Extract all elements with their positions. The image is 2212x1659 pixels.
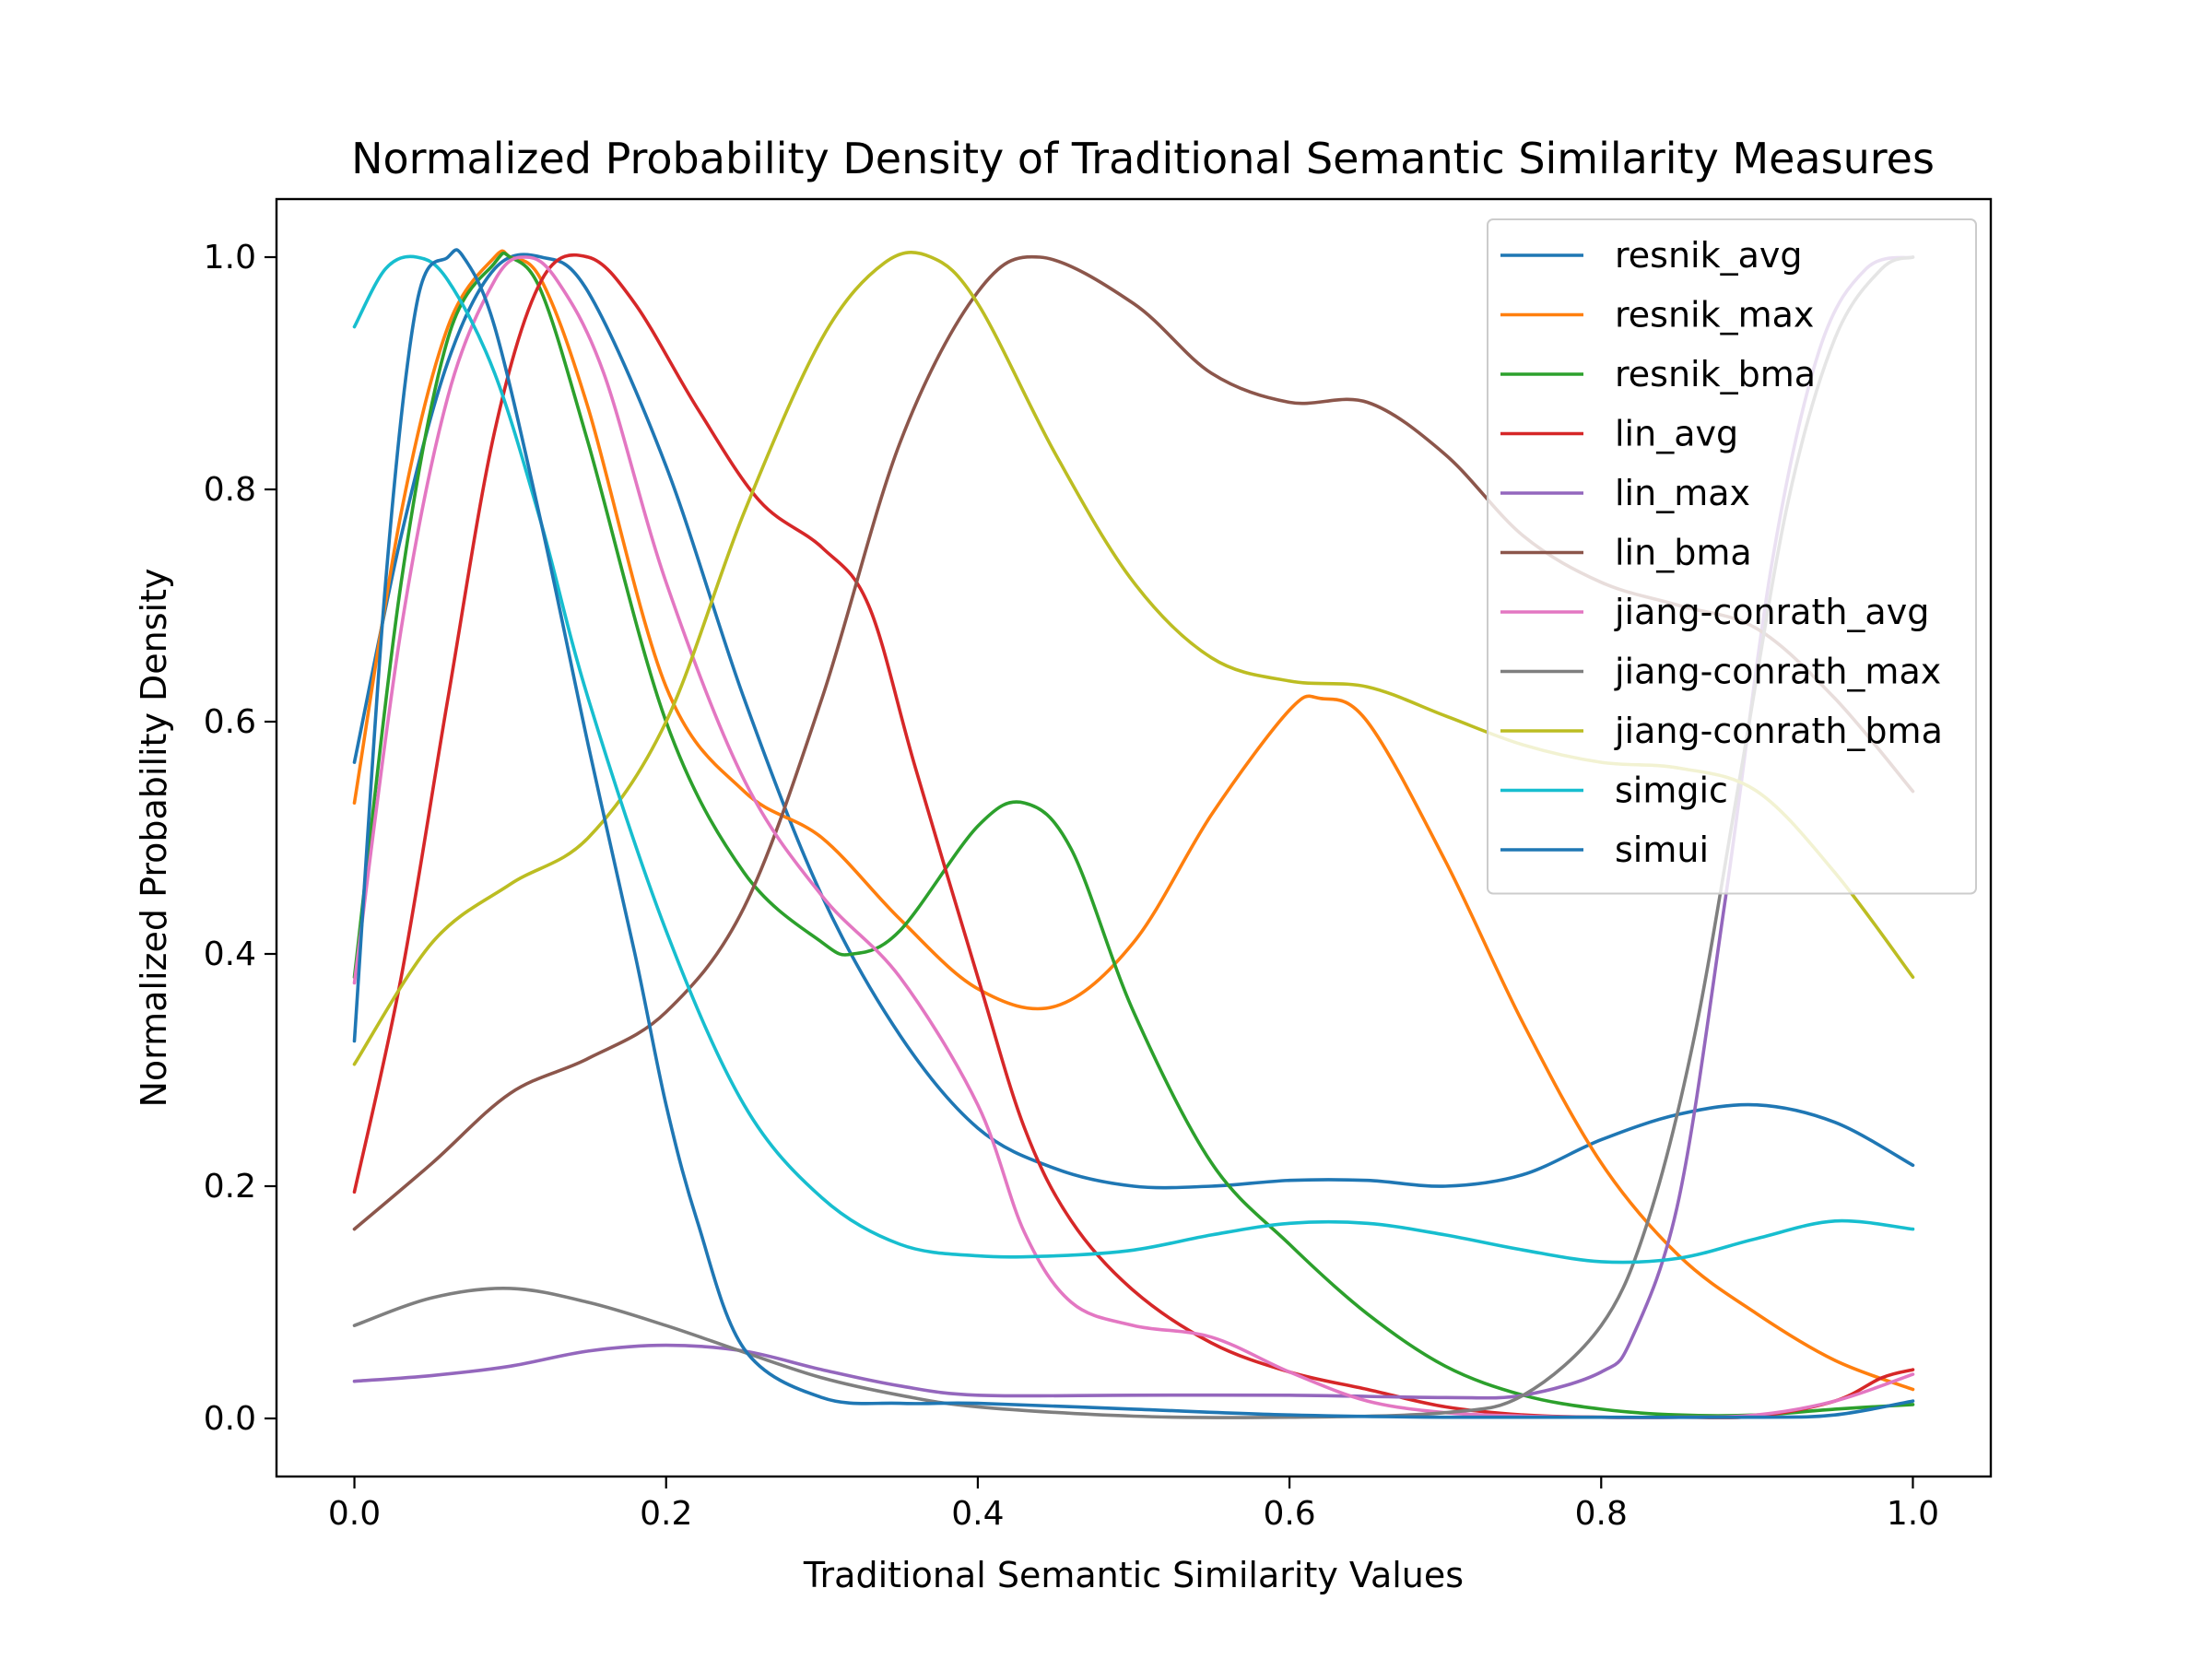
x-tick-label: 0.4 xyxy=(951,1495,1004,1533)
series-line-resnik_bma xyxy=(352,251,1915,1418)
legend: resnik_avg resnik_max resnik_bma lin_avglin… xyxy=(1487,218,1977,895)
x-tick-label: 0.0 xyxy=(328,1495,381,1533)
x-tick-label: 1.0 xyxy=(1887,1495,1939,1533)
legend-label-jiang-conrath_avg: jiang-conrath_avg xyxy=(1614,592,1929,632)
x-tick-label: 0.2 xyxy=(640,1495,692,1533)
series-line-resnik_avg xyxy=(352,253,1915,1190)
legend-label-jiang-conrath_max: jiang-conrath_max xyxy=(1614,652,1941,692)
y-tick-label: 0.8 xyxy=(204,471,256,509)
legend-label-lin_bma: lin_bma xyxy=(1615,533,1752,573)
y-tick-label: 0.0 xyxy=(204,1400,256,1438)
x-tick-label: 0.8 xyxy=(1575,1495,1628,1533)
x-tick-label: 0.6 xyxy=(1263,1495,1315,1533)
legend-label-lin_max: lin_max xyxy=(1615,473,1750,513)
series-layer xyxy=(352,248,1915,1419)
legend-label-simui: simui xyxy=(1615,830,1709,870)
legend-label-jiang-conrath_bma: jiang-conrath_bma xyxy=(1614,711,1943,751)
chart-title: Normalized Probability Density of Tradit… xyxy=(351,134,1935,183)
legend-label-resnik_avg: resnik_avg xyxy=(1615,235,1803,276)
y-tick-label: 1.0 xyxy=(204,239,256,276)
y-tick-label: 0.4 xyxy=(204,935,256,973)
x-axis: 0.0 0.2 0.4 0.6 0.8 1.0 xyxy=(328,1477,1939,1533)
legend-box xyxy=(1487,218,1977,895)
y-tick-label: 0.6 xyxy=(204,703,256,741)
legend-label-resnik_bma: resnik_bma xyxy=(1615,354,1816,394)
legend-label-lin_avg: lin_avg xyxy=(1615,414,1738,454)
y-tick-label: 0.2 xyxy=(204,1168,256,1206)
series-line-simui xyxy=(352,248,1915,1419)
y-axis-label: Normalized Probability Density xyxy=(134,569,174,1108)
x-axis-label: Traditional Semantic Similarity Values xyxy=(803,1555,1464,1595)
y-axis: 0.0 0.2 0.4 0.6 0.8 1.0 xyxy=(204,239,276,1438)
plot-frame xyxy=(275,197,1993,1478)
legend-label-resnik_max: resnik_max xyxy=(1615,295,1814,335)
legend-label-simgic: simgic xyxy=(1615,771,1728,811)
series-line-simgic xyxy=(352,254,1915,1265)
